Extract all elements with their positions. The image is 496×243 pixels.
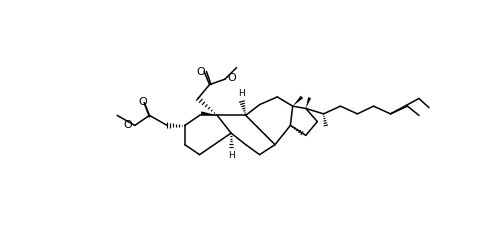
Polygon shape [201, 111, 217, 115]
Text: H: H [239, 89, 245, 98]
Polygon shape [306, 97, 311, 108]
Polygon shape [293, 96, 303, 106]
Text: O: O [124, 121, 132, 130]
Text: O: O [138, 97, 147, 107]
Text: H: H [228, 151, 235, 160]
Text: O: O [227, 73, 236, 83]
Text: O: O [197, 67, 205, 77]
